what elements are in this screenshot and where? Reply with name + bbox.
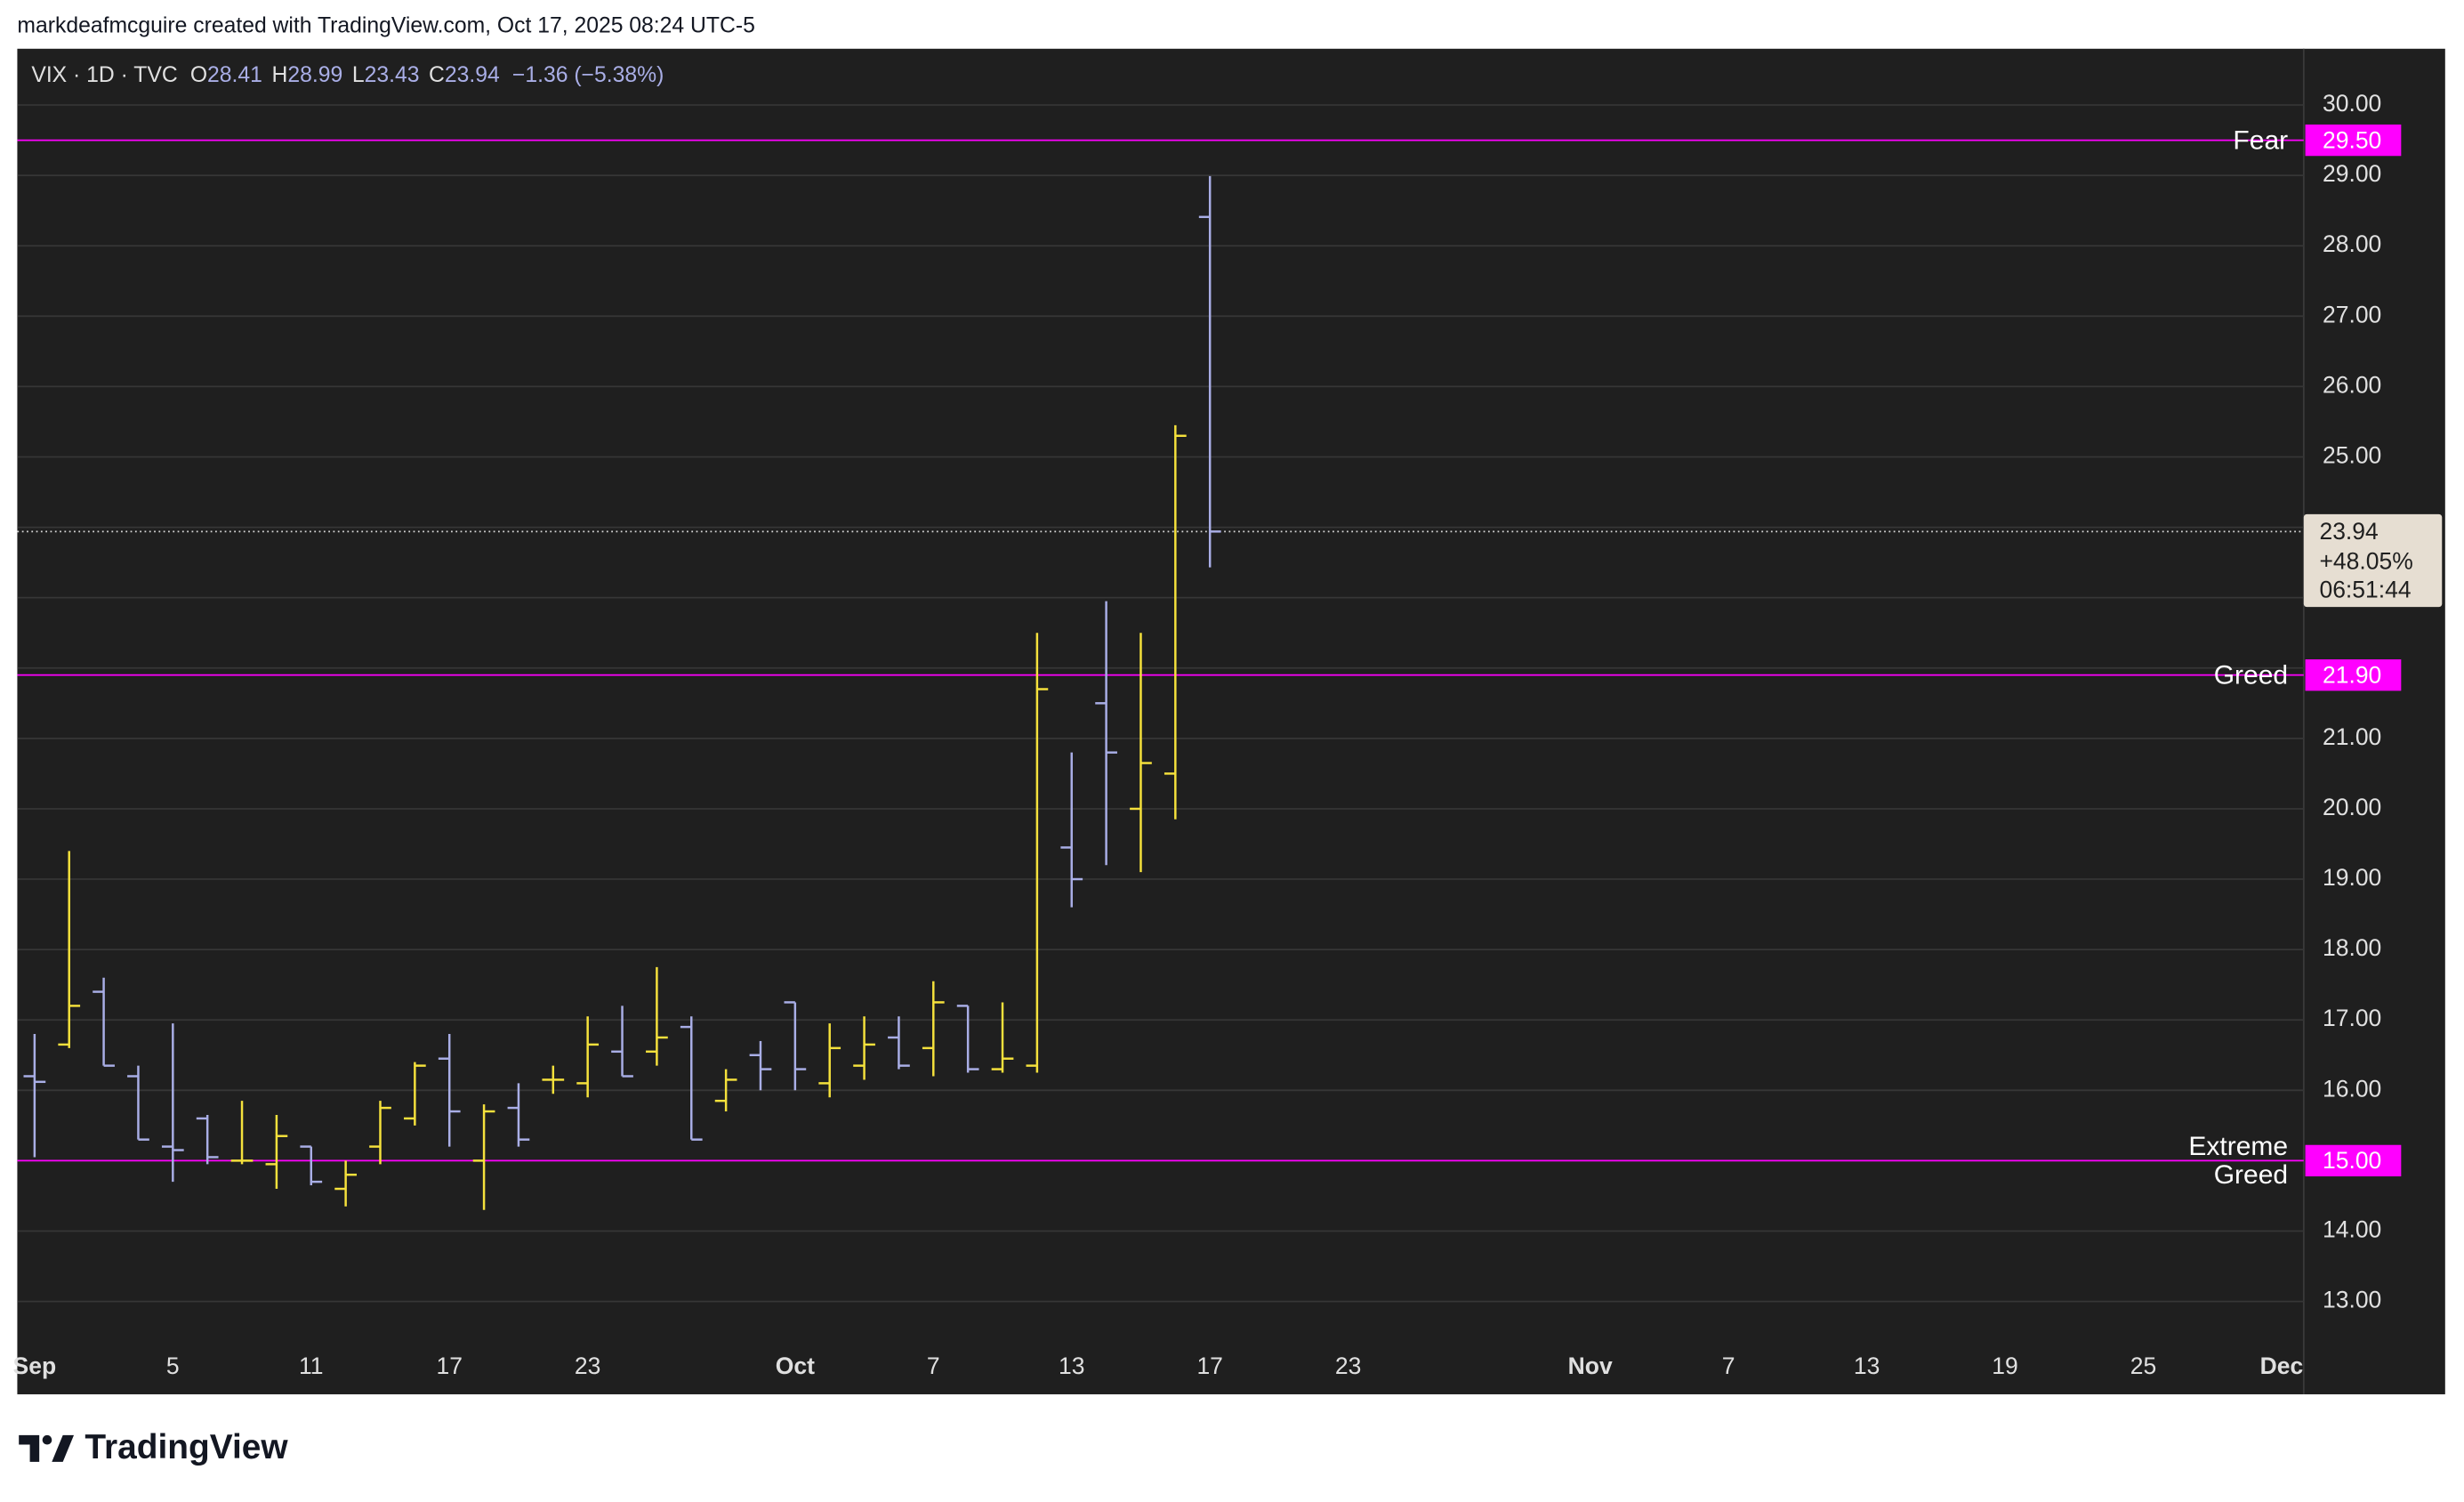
ohlc-bar — [1060, 752, 1083, 908]
y-tick-label: 17.00 — [2323, 1005, 2381, 1031]
ohlc-bar — [680, 1016, 703, 1141]
ohlc-bar — [576, 1016, 600, 1098]
ohlc-bar — [1026, 633, 1049, 1073]
ohlc-bar — [438, 1034, 461, 1147]
ohlc-bar — [403, 1062, 426, 1126]
y-tick-label: 13.00 — [2323, 1287, 2381, 1313]
x-tick-label: 13 — [1854, 1353, 1880, 1379]
level-value: 15.00 — [2323, 1147, 2381, 1174]
legend-key: O — [190, 62, 207, 86]
legend-value: 23.43 — [365, 62, 420, 86]
ohlc-bar — [749, 1040, 772, 1091]
brand: TradingView — [85, 1428, 288, 1466]
x-tick-label: Oct — [776, 1353, 815, 1379]
level-badge — [2305, 124, 2402, 157]
legend-key: L — [352, 62, 365, 86]
x-tick-label: 13 — [1059, 1353, 1084, 1379]
x-tick-label: 11 — [299, 1353, 324, 1379]
ohlc-bar — [23, 1034, 46, 1158]
ohlc-bar — [956, 1005, 979, 1073]
ohlc-bar — [265, 1114, 288, 1190]
legend-change: −1.36 (−5.38%) — [512, 62, 664, 86]
ohlc-bar — [784, 1001, 807, 1091]
y-tick-label: 26.00 — [2323, 371, 2381, 398]
last-change: +48.05% — [2319, 548, 2412, 575]
x-tick-label: 7 — [1722, 1353, 1735, 1379]
y-tick-label: 28.00 — [2323, 230, 2381, 257]
y-tick-label: 19.00 — [2323, 864, 2381, 891]
level-label: Extreme — [2188, 1132, 2288, 1161]
legend-value: 23.94 — [445, 62, 500, 86]
logo-mark — [52, 1434, 75, 1462]
y-tick-label: 27.00 — [2323, 301, 2381, 327]
x-tick-label: Sep — [13, 1353, 57, 1379]
level-value: 29.50 — [2323, 126, 2381, 153]
logo-mark — [42, 1434, 52, 1445]
ohlc-bar — [922, 981, 945, 1077]
x-tick-label: 5 — [166, 1353, 180, 1379]
y-tick-label: 14.00 — [2323, 1215, 2381, 1242]
x-tick-label: 25 — [2130, 1353, 2156, 1379]
ohlc-bar — [230, 1101, 254, 1165]
legend: VIX · 1D · TVC O28.41 H28.99 L23.43 C23.94 −1… — [31, 62, 664, 86]
last-price-badge — [2303, 513, 2443, 608]
x-tick-label: Nov — [1568, 1353, 1613, 1379]
x-tick-label: 19 — [1992, 1353, 2017, 1379]
last-price: 23.94 — [2319, 518, 2378, 545]
ohlc-bar — [196, 1114, 219, 1165]
y-tick-label: 30.00 — [2323, 90, 2381, 117]
level-label: Greed — [2214, 1160, 2288, 1190]
ohlc-bar — [58, 851, 81, 1048]
legend-value: 28.41 — [207, 62, 262, 86]
x-tick-label: Dec — [2260, 1353, 2304, 1379]
countdown: 06:51:44 — [2319, 576, 2411, 602]
ohlc-bar — [93, 977, 115, 1067]
x-tick-label: 7 — [927, 1353, 940, 1379]
legend-key: H — [272, 62, 288, 86]
x-tick-label: 23 — [575, 1353, 600, 1379]
ohlc-bar — [161, 1023, 184, 1183]
ohlc-bar — [472, 1104, 495, 1210]
logo-mark — [19, 1434, 40, 1462]
y-tick-label: 18.00 — [2323, 934, 2381, 961]
ohlc-bar — [714, 1069, 737, 1112]
y-tick-label: 20.00 — [2323, 794, 2381, 820]
legend-key: C — [429, 62, 445, 86]
x-tick-label: 17 — [1196, 1353, 1222, 1379]
ohlc-bar — [991, 1002, 1014, 1073]
ohlc-bar — [334, 1160, 357, 1207]
y-tick-label: 29.00 — [2323, 160, 2381, 187]
plot-background — [17, 48, 2445, 1394]
ohlc-bar — [300, 1145, 323, 1186]
ohlc-bar — [1164, 424, 1187, 820]
level-label: Fear — [2233, 125, 2288, 155]
ohlc-bar — [1130, 633, 1152, 873]
level-value: 21.90 — [2323, 661, 2381, 688]
y-tick-label: 21.00 — [2323, 723, 2381, 750]
symbol: VIX · 1D · TVC — [31, 62, 177, 86]
ohlc-bar — [369, 1101, 391, 1165]
ohlc-bar — [507, 1083, 530, 1147]
credit: markdeafmcguire created with TradingView… — [17, 14, 754, 38]
y-tick-label: 16.00 — [2323, 1075, 2381, 1102]
ohlc-bar — [127, 1065, 149, 1141]
legend-value: 28.99 — [287, 62, 342, 86]
level-badge — [2305, 1144, 2402, 1177]
ohlc-bar — [646, 966, 668, 1066]
ohlc-bar — [818, 1023, 841, 1098]
ohlc-bar — [1198, 175, 1221, 568]
ohlc-bar — [542, 1065, 565, 1094]
ohlc-bar — [888, 1016, 910, 1070]
level-badge — [2305, 659, 2402, 691]
x-tick-label: 23 — [1335, 1353, 1361, 1379]
x-tick-label: 17 — [436, 1353, 462, 1379]
brand-logo: TradingView — [19, 1428, 288, 1466]
y-tick-label: 25.00 — [2323, 441, 2381, 468]
ohlc-bar — [611, 1005, 633, 1078]
level-label: Greed — [2214, 660, 2288, 690]
ohlc-bar — [1095, 601, 1117, 866]
ohlc-bar — [853, 1016, 875, 1080]
